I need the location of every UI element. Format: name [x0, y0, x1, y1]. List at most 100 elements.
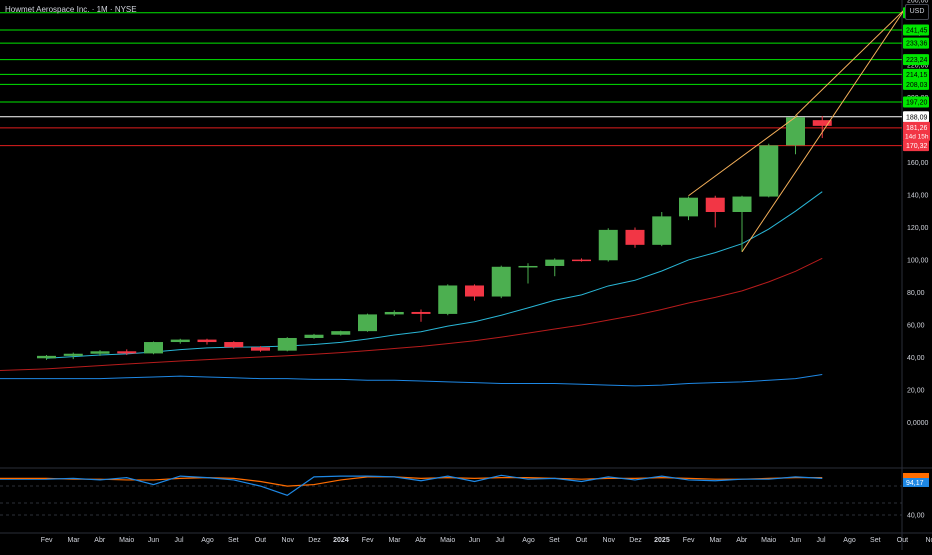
candle-body: [117, 351, 137, 354]
green-level-price-label: 241,45: [906, 28, 928, 35]
x-tick-label: Maio: [761, 537, 776, 544]
candle-body: [37, 355, 56, 359]
x-tick-label: Jul: [496, 537, 505, 544]
candle-body: [625, 229, 645, 245]
x-tick-label: Set: [228, 537, 239, 544]
green-level-price-label: 214,15: [906, 72, 928, 79]
candle-body: [144, 342, 163, 354]
candle-body: [759, 145, 779, 197]
x-tick-label: Set: [870, 537, 881, 544]
candle-body: [786, 117, 805, 146]
y-tick-label: 20,00: [907, 387, 925, 394]
indicator-signal-tag: [903, 473, 929, 479]
x-tick-label: Jul: [175, 537, 184, 544]
candle-body: [491, 266, 511, 297]
x-tick-label: Fev: [41, 537, 53, 544]
moving-average-long-line: [46, 257, 823, 370]
green-level-price-label-bg: [903, 68, 929, 80]
y-tick-label: 80,00: [907, 290, 925, 297]
x-tick-label: Out: [897, 537, 908, 544]
candle-body: [90, 351, 110, 354]
candle-body: [331, 331, 351, 335]
y-tick-label: 140,00: [907, 192, 929, 199]
symbol-title: Howmet Aerospace Inc. · 1M · NYSE: [5, 5, 137, 14]
x-tick-label: Ago: [843, 537, 856, 544]
candle-body: [170, 339, 190, 343]
red-level-price-label: 170,32: [906, 143, 928, 150]
candle-body: [732, 196, 752, 212]
green-level-price-label: 197,20: [906, 99, 928, 106]
x-tick-label: Dez: [629, 537, 642, 544]
candle-body: [251, 347, 270, 351]
candle-body: [411, 311, 431, 314]
indicator-value-label: 94,17: [906, 480, 924, 487]
last-price-label: 181,26: [906, 125, 928, 132]
x-tick-label: Nov: [282, 537, 295, 544]
x-tick-label: Abr: [94, 537, 106, 544]
current-price-label-bg: [903, 111, 929, 123]
x-tick-label: Jun: [469, 537, 480, 544]
x-tick-label: Out: [255, 537, 266, 544]
candle-body: [277, 337, 297, 351]
indicator-value-bg: [903, 478, 929, 487]
candle-body: [384, 311, 404, 315]
candle-body: [812, 120, 832, 126]
green-level-price-label: 223,24: [906, 57, 928, 64]
x-tick-label: Mar: [389, 537, 402, 544]
candle-body: [545, 259, 565, 266]
green-level-price-label-bg: [903, 24, 929, 36]
x-tick-label: 2025: [654, 537, 670, 544]
wedge-trend-line: [795, 9, 905, 116]
x-tick-label: Ago: [522, 537, 535, 544]
candle-body: [438, 285, 458, 314]
candle-body: [63, 353, 83, 356]
x-tick-label: Mar: [710, 537, 723, 544]
y-tick-label: 120,00: [907, 225, 929, 232]
bottom-line: [46, 374, 823, 387]
x-tick-label: Maio: [440, 537, 455, 544]
green-level-price-label: 233,36: [906, 41, 928, 48]
x-tick-label: Jun: [148, 537, 159, 544]
candle-body: [224, 342, 244, 348]
candle-body: [652, 216, 672, 245]
y-tick-label: 40,00: [907, 355, 925, 362]
x-tick-label: Abr: [736, 537, 748, 544]
x-tick-label: Jul: [817, 537, 826, 544]
candle-body: [304, 334, 324, 338]
x-tick-label: Dez: [308, 537, 321, 544]
x-tick-label: Nov: [603, 537, 616, 544]
x-tick-label: Fev: [683, 537, 695, 544]
last-price-bg: [903, 121, 930, 141]
x-tick-label: Abr: [415, 537, 427, 544]
wedge-trend-line: [688, 115, 798, 197]
red-level-price-label-bg: [903, 140, 929, 152]
y-tick-label: 160,00: [907, 160, 929, 167]
current-price-label: 188,09: [906, 114, 928, 121]
candle-body: [705, 197, 725, 212]
green-level-price-label-bg: [903, 96, 929, 108]
candle-body: [465, 285, 484, 297]
y-tick-label: 60,00: [907, 322, 925, 329]
moving-average-short-line: [46, 191, 823, 359]
x-tick-label: Mar: [68, 537, 81, 544]
candle-body: [518, 265, 538, 268]
x-tick-label: Ago: [201, 537, 214, 544]
x-tick-label: Out: [576, 537, 587, 544]
countdown-label: 14d 15h: [905, 133, 929, 140]
candle-body: [598, 229, 618, 261]
candle-body: [358, 314, 377, 332]
green-level-price-label-bg: [903, 78, 929, 90]
x-tick-label: Jun: [790, 537, 801, 544]
x-tick-label: 2024: [333, 537, 349, 544]
candle-body: [572, 259, 591, 262]
currency-button[interactable]: USD: [905, 4, 929, 20]
x-tick-label: Fev: [362, 537, 374, 544]
x-tick-label: No: [925, 537, 932, 544]
green-level-price-label-bg: [903, 37, 929, 49]
green-level-price-label-bg: [903, 54, 929, 66]
candle-body: [679, 197, 698, 217]
moving-average-long-left: [0, 368, 47, 371]
